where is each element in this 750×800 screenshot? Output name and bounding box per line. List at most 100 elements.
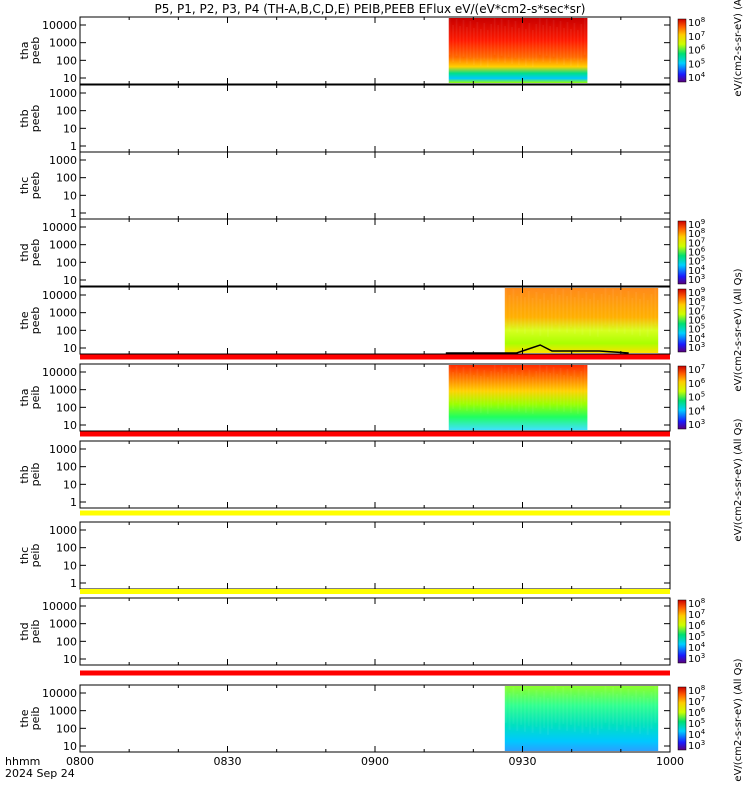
y-tick-label: 1000 (49, 524, 77, 537)
x-axis: hhmm 2024 Sep 24 0800 0830 0900 0930 1000 (5, 755, 684, 780)
texture (497, 372, 500, 409)
y-axis-label: thb (18, 109, 31, 127)
texture (452, 372, 454, 409)
colorbar-tick-label: 103 (688, 652, 705, 665)
texture (608, 693, 611, 730)
texture (462, 367, 465, 404)
texture (583, 18, 586, 55)
texture (516, 296, 519, 333)
y-axis-label: peib (29, 463, 42, 487)
texture (580, 24, 583, 61)
texture (581, 298, 584, 335)
colorbar-title: eV/(cm2-s-sr-eV) (All Qs) (733, 268, 744, 391)
texture (545, 366, 548, 403)
colorbar-tick-label: 107 (688, 695, 705, 708)
y-tick-label: 1000 (49, 154, 77, 167)
texture (639, 697, 641, 734)
texture (504, 686, 507, 723)
colorbar-tick-label: 106 (688, 377, 706, 390)
texture (558, 693, 561, 730)
status-bar (80, 510, 670, 516)
texture (562, 289, 565, 326)
colorbar-tick-label: 107 (688, 608, 705, 621)
panel-frame (79, 440, 671, 509)
colorbar-tick-label: 106 (688, 44, 706, 57)
y-tick-label: 1000 (49, 87, 77, 100)
status-bars-group (80, 344, 670, 676)
colorbar-tick-label: 103 (688, 739, 705, 752)
texture (469, 21, 472, 58)
texture (562, 687, 565, 724)
texture (563, 28, 565, 65)
texture (627, 689, 630, 726)
texture (542, 25, 545, 62)
y-tick-label: 100 (56, 105, 77, 118)
texture (589, 697, 592, 734)
y-axis-label: thd (18, 622, 31, 640)
colorbar-tick-label: 109 (688, 286, 705, 299)
colorbar-tick-label: 103 (688, 341, 705, 354)
texture (600, 692, 603, 729)
y-tick-label: 10000 (42, 289, 77, 302)
y-tick-label: 100 (56, 542, 77, 555)
texture (577, 30, 579, 67)
y-axis-label: peeb (29, 172, 42, 200)
texture (483, 23, 486, 60)
texture (627, 291, 630, 328)
texture (486, 30, 489, 67)
y-tick-label: 10000 (42, 221, 77, 234)
texture (479, 29, 482, 66)
colorbar-tick-label: 106 (688, 246, 706, 259)
y-tick-label: 100 (56, 172, 77, 185)
y-axis-label: peib (29, 707, 42, 731)
texture (585, 690, 588, 727)
colorbar-tick-label: 107 (688, 304, 705, 317)
texture (497, 25, 500, 62)
colorbar-title: eV/(cm2-s-sr-eV) (All Qs) (733, 418, 744, 541)
texture (543, 691, 546, 728)
y-axis-label: peeb (29, 307, 42, 335)
colorbar (677, 220, 687, 285)
y-tick-label: 1000 (49, 37, 77, 50)
colorbar-title: eV/(cm2-s-sr-eV) (All Qs) (733, 658, 744, 781)
texture (570, 376, 572, 413)
colorbar (677, 288, 687, 353)
y-tick-label: 1000 (49, 618, 77, 631)
texture (531, 696, 534, 733)
colorbar (677, 18, 687, 83)
y-axis-label: thd (18, 243, 31, 261)
y-tick-label: 100 (56, 54, 77, 67)
texture (531, 377, 534, 414)
texture (469, 368, 472, 405)
texture (466, 27, 468, 64)
status-bar (80, 354, 670, 360)
texture (516, 694, 519, 731)
y-tick-label: 10 (63, 559, 77, 572)
texture (554, 686, 557, 723)
spectrogram-tha-peib (448, 365, 588, 430)
texture (508, 693, 511, 730)
texture (577, 689, 580, 726)
y-axis-label: thb (18, 465, 31, 483)
y-axis-label: peib (29, 386, 42, 410)
colorbar-title: eV/(cm2-s-sr-eV) (All Qs) (733, 0, 744, 97)
x-tick-label: 0830 (214, 755, 242, 768)
texture (573, 370, 576, 407)
texture (580, 371, 583, 408)
texture (500, 19, 503, 56)
texture (608, 295, 611, 332)
colorbar-tick-label: 106 (688, 314, 706, 327)
texture (528, 370, 531, 407)
texture (466, 374, 468, 411)
texture (577, 291, 580, 328)
texture (554, 288, 557, 325)
texture (535, 24, 538, 61)
y-tick-label: 1 (70, 207, 77, 220)
texture (635, 690, 638, 727)
texture (520, 688, 523, 725)
y-axis-label: thc (18, 547, 31, 564)
texture (511, 374, 513, 411)
